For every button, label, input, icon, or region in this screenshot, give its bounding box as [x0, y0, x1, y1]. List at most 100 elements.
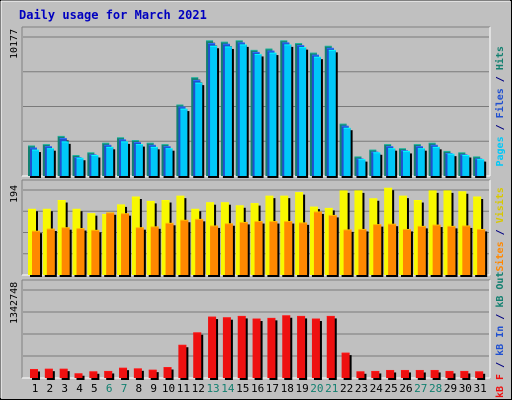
sites-bar: [106, 212, 115, 275]
legend-kbytes-part: /: [495, 308, 506, 326]
pages-bar: [388, 148, 396, 176]
sites-bar: [402, 229, 411, 275]
sites-bar: [165, 223, 174, 275]
pages-bar: [106, 147, 114, 176]
sites-bar: [121, 213, 130, 275]
sites-bar: [284, 221, 293, 275]
kbf-bar: [193, 332, 202, 378]
pages-bar: [61, 141, 69, 176]
day-label: 24: [370, 382, 384, 395]
pages-bar: [417, 148, 425, 176]
pages-bar: [91, 155, 99, 176]
sites-bar: [462, 225, 471, 275]
chart-title: Daily usage for March 2021: [19, 8, 207, 22]
pages-bar: [195, 83, 203, 176]
kbf-bar: [133, 368, 142, 378]
legend-visits-sites-part: Visits: [494, 187, 506, 223]
pages-bar: [343, 128, 351, 176]
pages-bar: [210, 46, 218, 176]
day-label: 3: [61, 382, 68, 395]
pages-bar: [269, 53, 277, 176]
kbf-bar: [30, 369, 38, 378]
sites-bar: [299, 222, 308, 275]
pages-bar: [76, 158, 84, 176]
kbf-bar: [104, 371, 113, 378]
kbf-bar: [371, 371, 380, 378]
day-label: 31: [474, 382, 487, 395]
day-label: 26: [399, 382, 412, 395]
pages-bar: [402, 151, 410, 176]
kbf-bar: [326, 316, 335, 378]
kbf-bar: [222, 317, 231, 378]
kbf-bar: [475, 371, 484, 378]
day-label: 22: [340, 382, 353, 395]
pages-bar: [299, 47, 307, 177]
kbf-bar: [460, 371, 469, 378]
kbf-bar: [178, 345, 187, 378]
pages-bar: [180, 109, 188, 176]
pages-bar: [239, 44, 247, 176]
kbf-bar: [311, 319, 320, 378]
kbf-bar: [44, 369, 53, 378]
kbf-bar: [163, 367, 172, 378]
sites-bar: [91, 230, 100, 275]
day-label: 17: [266, 382, 279, 395]
sites-bar: [254, 221, 263, 275]
kbf-bar: [119, 368, 128, 378]
legend-visits-sites: Sites / Visits: [494, 187, 506, 271]
sites-bar: [328, 215, 337, 275]
legend-kbytes-part: kB F: [495, 374, 506, 398]
sites-bar: [135, 227, 144, 275]
day-label: 28: [429, 382, 442, 395]
pages-bar: [32, 150, 39, 176]
day-label: 6: [106, 382, 113, 395]
kbf-bar: [341, 353, 350, 378]
day-label: 23: [355, 382, 368, 395]
sites-bar: [358, 229, 367, 275]
sites-bar: [343, 229, 352, 275]
legend-hits-files-pages-part: Pages: [495, 136, 506, 166]
day-label: 27: [414, 382, 427, 395]
pages-bar: [46, 148, 54, 176]
y-tick-visits: 194: [9, 185, 20, 203]
kbf-bar: [208, 317, 217, 378]
pages-bar: [254, 54, 262, 176]
sites-bar: [388, 224, 397, 275]
pages-bar: [373, 152, 381, 176]
day-label: 13: [206, 382, 219, 395]
kbf-bar: [148, 370, 157, 378]
pages-bar: [462, 155, 470, 176]
pages-bar: [135, 144, 143, 176]
pages-bar: [165, 148, 173, 176]
legend-kbytes-part: kB In: [495, 326, 506, 356]
pages-bar: [432, 147, 440, 176]
pages-bar: [284, 44, 292, 176]
visits-bar: [57, 200, 66, 275]
day-label: 1: [32, 382, 39, 395]
legend-kbytes-part: kB Out: [495, 272, 506, 308]
legend-kbytes-part: /: [495, 356, 506, 374]
pages-bar: [224, 46, 232, 176]
kbf-bar: [430, 370, 439, 378]
day-label: 9: [150, 382, 157, 395]
kbf-bar: [386, 370, 395, 378]
kbf-bar: [415, 370, 424, 378]
y-tick-kbytes: 1342748: [9, 282, 20, 324]
day-label: 14: [221, 382, 235, 395]
sites-bar: [61, 227, 70, 275]
legend-hits-files-pages-part: Files: [494, 88, 506, 118]
day-label: 10: [162, 382, 175, 395]
visits-bar: [250, 203, 259, 275]
legend-hits-files-pages: Pages / Files / Hits: [494, 46, 506, 166]
sites-bar: [195, 219, 204, 275]
legend-visits-sites-part: /: [495, 223, 506, 241]
day-label: 16: [251, 382, 264, 395]
kbf-bar: [297, 316, 306, 378]
legend-kbytes: kB F / kB In / kB Out: [495, 272, 506, 398]
day-label: 30: [459, 382, 472, 395]
sites-bar: [46, 228, 55, 275]
kbf-bar: [252, 319, 261, 378]
sites-bar: [313, 211, 322, 275]
day-label: 7: [121, 382, 128, 395]
